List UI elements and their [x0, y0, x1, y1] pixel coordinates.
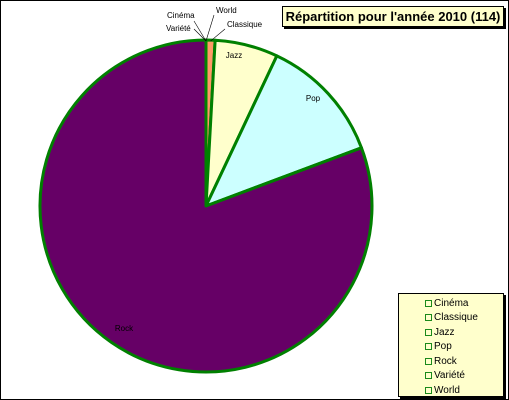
slice-label-jazz: Jazz [226, 51, 242, 60]
chart-legend: Cinéma Classique Jazz Pop Rock Variété World [398, 293, 504, 397]
legend-swatch-cinema [425, 299, 432, 307]
legend-item-variete: Variété [425, 369, 503, 384]
leader-line-cinema [193, 20, 207, 42]
slice-label-pop: Pop [306, 94, 321, 103]
legend-swatch-world [425, 386, 432, 394]
leader-line-variete [193, 28, 207, 42]
leader-line-world [205, 14, 215, 42]
legend-label-variete: Variété [434, 370, 465, 382]
slice-label-rock: Rock [115, 324, 134, 333]
legend-swatch-rock [425, 357, 432, 365]
slice-label-variete: Variété [166, 24, 191, 33]
legend-label-rock: Rock [434, 355, 457, 367]
legend-label-cinema: Cinéma [434, 297, 469, 309]
legend-item-classique: Classique [425, 311, 503, 326]
leader-line-classique [210, 28, 226, 42]
legend-item-pop: Pop [425, 340, 503, 355]
slice-label-cinema: Cinéma [167, 11, 195, 20]
legend-label-jazz: Jazz [434, 326, 455, 338]
legend-label-world: World [434, 384, 460, 396]
pie-slice-rock [38, 38, 374, 374]
legend-item-rock: Rock [425, 354, 503, 369]
legend-swatch-jazz [425, 328, 432, 336]
slice-label-classique: Classique [227, 20, 263, 29]
legend-swatch-classique [425, 314, 432, 322]
legend-item-world: World [425, 383, 503, 398]
slice-label-world: World [216, 6, 237, 15]
legend-label-classique: Classique [434, 312, 478, 324]
chart-title: Répartition pour l'année 2010 (114) [282, 6, 504, 27]
legend-label-pop: Pop [434, 341, 452, 353]
legend-item-jazz: Jazz [425, 325, 503, 340]
pie-slice-pop [204, 54, 363, 208]
legend-item-cinema: Cinéma [425, 296, 503, 311]
legend-swatch-variete [425, 372, 432, 380]
legend-swatch-pop [425, 343, 432, 351]
